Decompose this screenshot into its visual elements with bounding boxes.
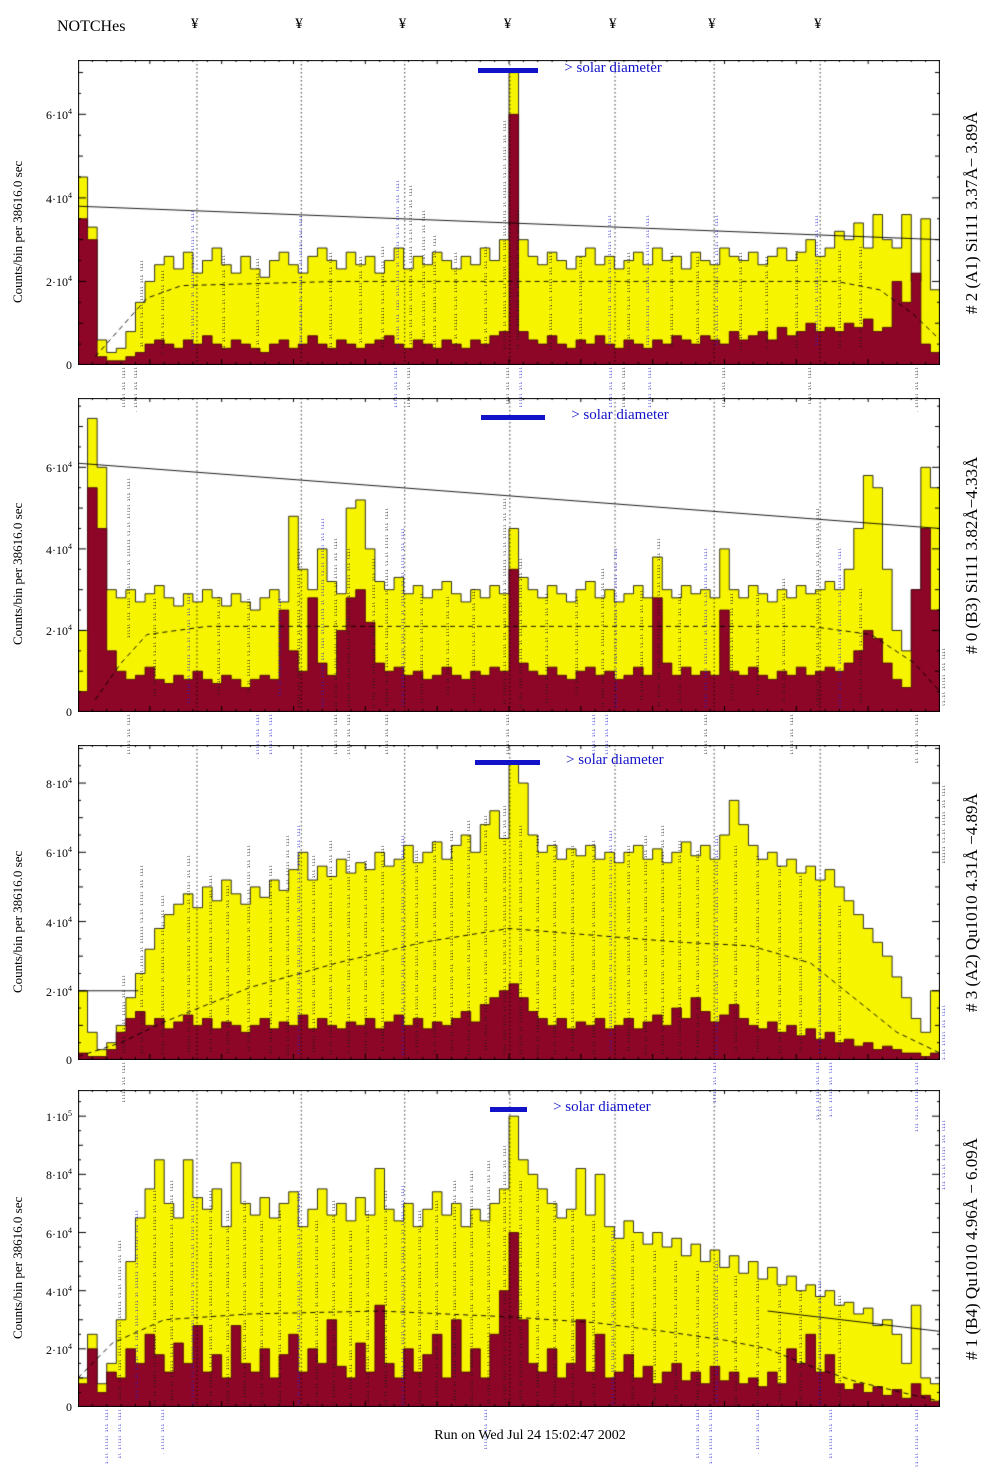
panel-0-ytick-2: 4·104 [46,190,72,206]
panel-3: ılıl.ıllı ıl ılıılı lı.ıl ıllıl ılı lııl… [78,1090,947,1407]
panel-0-ytick-1: 2·104 [46,274,72,290]
panel-3-ytick-5: 1·105 [46,1109,72,1125]
panel-3-ytick-3: 6·104 [46,1225,72,1241]
notch-symbol-5: ¥ [708,16,716,32]
panel-3-ylabel: Counts/bin per 38616.0 sec [10,1196,25,1339]
panel-0-ylabel: Counts/bin per 38616.0 sec [10,160,25,303]
panel-2-right-label: # 3 (A2) Qu1010 4.31Å −4.89Å [962,793,981,1012]
solar-diameter-bar-2 [474,760,541,765]
notch-symbol-6: ¥ [814,16,822,32]
panel-1-right-label: # 0 (B3) Si111 3.82Å−4.33Å [962,456,981,654]
panel-1-ylabel: Counts/bin per 38616.0 sec [10,502,25,645]
panel-3-plot [78,1090,940,1407]
run-caption: Run on Wed Jul 24 15:02:47 2002 [434,1428,626,1443]
solar-diameter-bar-1 [481,415,546,420]
notch-symbol-1: ¥ [295,16,303,32]
panel-1-ytick-3: 6·104 [46,460,72,476]
solar-diameter-label-1: > solar diameter [571,407,669,423]
solar-diameter-bar-3 [490,1107,528,1112]
panel-2-ytick-3: 6·104 [46,845,72,861]
panel-0-plot [78,60,940,365]
panel-3-ytick-0: 0 [66,1400,72,1414]
panel-2-ytick-1: 2·104 [46,983,72,999]
notch-symbol-0: ¥ [190,16,199,32]
panel-3-right-label: # 1 (B4) Qu1010 4.96Å − 6.09Å [962,1137,981,1360]
panel-3-ytick-4: 8·104 [46,1167,72,1183]
panel-0-ytick-0: 0 [66,358,72,372]
line-annotation: ılıl.ıllı ıl ılıılı lı.ıl ıllıl ılı lııl… [942,1120,948,1190]
solar-diameter-label-2: > solar diameter [566,752,664,768]
solar-diameter-label-3: > solar diameter [553,1099,651,1115]
solar-diameter-bar-0 [477,68,539,73]
panel-3-ytick-2: 4·104 [46,1283,72,1299]
panel-2-plot [78,745,940,1060]
notch-symbol-3: ¥ [503,16,512,32]
panel-2-ytick-0: 0 [66,1053,72,1067]
panel-1-ytick-2: 4·104 [46,541,72,557]
panel-2-ytick-2: 4·104 [46,914,72,930]
panel-3-ytick-1: 2·104 [46,1341,72,1357]
notch-symbol-2: ¥ [398,16,407,32]
solar-diameter-label-0: > solar diameter [564,60,662,76]
line-annotation: ılıl.ıllı ıl ılıılı lı.ıl ıllıl ılı lııl… [942,648,948,708]
notches-title: NOTCHes [57,18,126,35]
panel-2: ılıl.ıllı ıl ılıılı lı.ıl ıllıl ılı lııl… [78,745,947,1060]
panel-1-plot [78,398,940,712]
panel-1-ytick-0: 0 [66,705,72,719]
panel-0-right-label: # 2 (A1) Si111 3.37Å− 3.89Å [962,111,981,314]
notch-symbol-4: ¥ [609,16,617,32]
panel-2-ytick-4: 8·104 [46,776,72,792]
panel-0-ytick-3: 6·104 [46,107,72,123]
line-annotation: ılıl.ıllı ıl ılıılı lı.ıl ıllıl ılı lııl… [942,785,948,865]
panel-0: ılıl.ıllı ıl ılıılı lı.ıl ıllıl ılı lııl… [78,60,940,365]
panel-1-ytick-1: 2·104 [46,623,72,639]
panel-2-ylabel: Counts/bin per 38616.0 sec [10,850,25,993]
line-annotation: ılıl.ıllı ıl ılıılı lı.ıl ıllıl ılı lııl… [942,1005,948,1060]
panel-1: ılıl.ıllı ıl ılıılı lı.ıl ıllıl ılı lııl… [78,398,947,712]
